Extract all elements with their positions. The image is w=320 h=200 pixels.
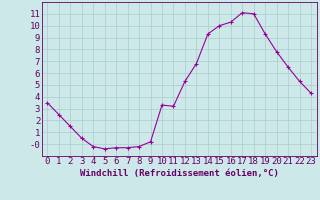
X-axis label: Windchill (Refroidissement éolien,°C): Windchill (Refroidissement éolien,°C) [80,169,279,178]
